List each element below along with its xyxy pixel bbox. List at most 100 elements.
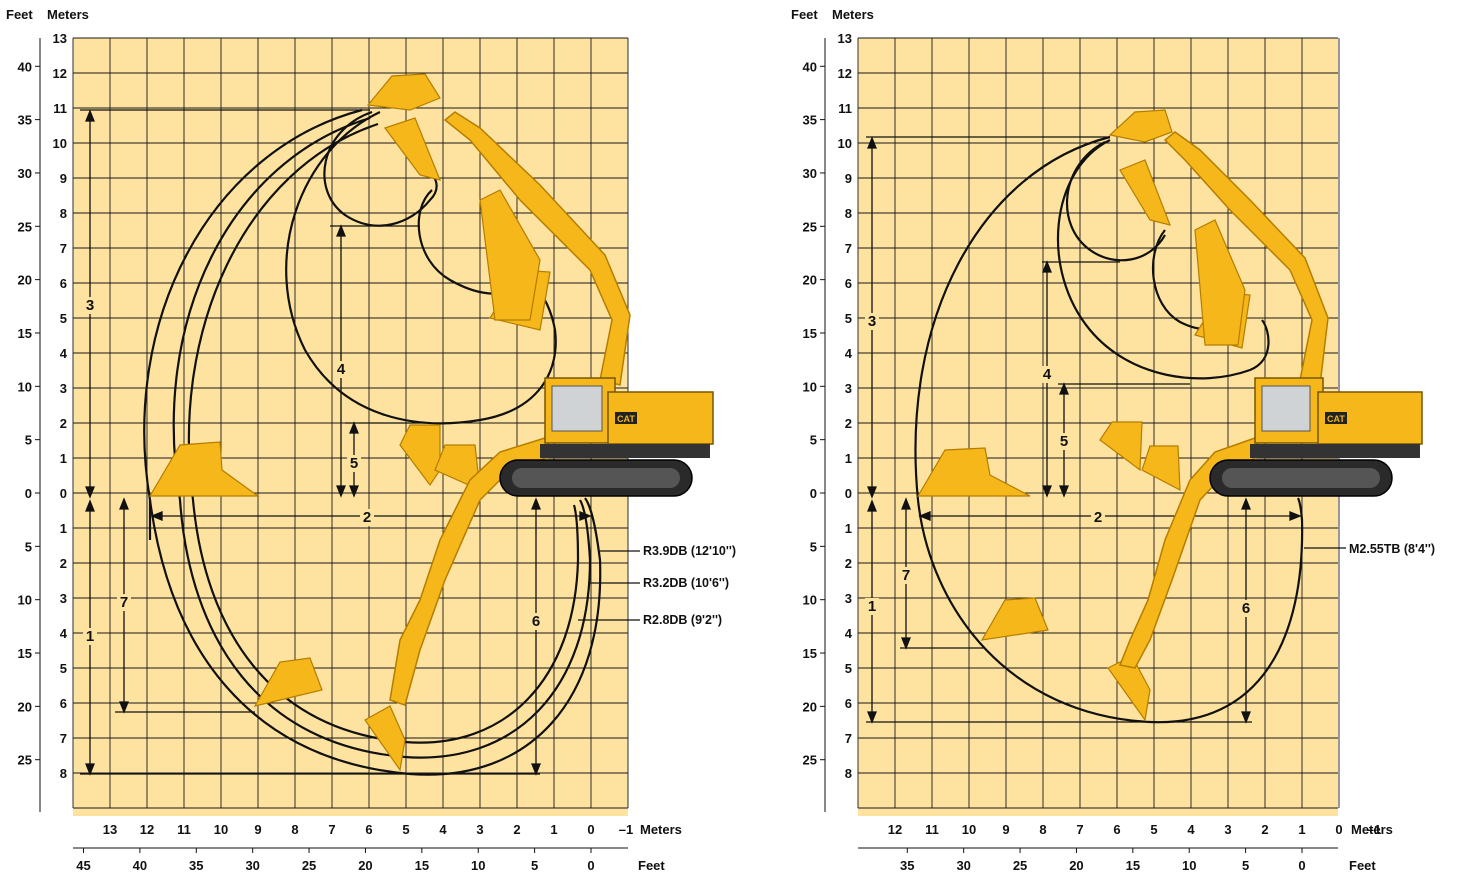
- right-dim-label-pad: [1057, 433, 1071, 450]
- left-meters-title: Meters: [47, 7, 89, 22]
- left-feet-tick-label: 0: [25, 486, 32, 501]
- cat-badge: [615, 412, 637, 424]
- left-feet-horizontal-ticks: 45 40 35 30 25 20 15 10 5 0: [76, 848, 595, 873]
- left-dim-label-pad: [83, 628, 97, 645]
- envelope-r39db: [143, 108, 602, 776]
- right-meters-x-tick-label: 7: [1076, 822, 1083, 837]
- right-feet-x-tick-label: 0: [1298, 858, 1305, 873]
- right-feet-tick-label: 5: [810, 539, 817, 554]
- swing-frame: [540, 444, 710, 458]
- right-meters-x-tick-label: 6: [1113, 822, 1120, 837]
- inner-small-loop: [323, 110, 438, 227]
- right-meters-tick-label: 4: [845, 626, 853, 641]
- right-meters-title-bottom: Meters: [1351, 822, 1393, 837]
- right-dimension-label: 3: [868, 313, 876, 330]
- right-feet-tick-label: 15: [803, 646, 817, 661]
- left-meters-tick-label: 5: [60, 661, 67, 676]
- right-meters-tick-label: 5: [845, 311, 852, 326]
- left-reference-lines: [80, 109, 540, 775]
- left-feet-x-tick-label: 10: [471, 858, 485, 873]
- left-feet-tick-label: 30: [18, 166, 32, 181]
- left-feet-tick-label: 35: [18, 113, 32, 128]
- right-meters-tick-label: 11: [838, 101, 852, 116]
- right-feet-tick-label: 0: [810, 486, 817, 501]
- left-meters-x-tick-label: 0: [587, 822, 594, 837]
- right-dimension-label: 2: [1094, 509, 1102, 526]
- right-meters-tick-label: 1: [845, 451, 852, 466]
- inner-small-loop-right: [1066, 141, 1166, 262]
- left-chart: Feet Meters Meters Feet 1312111098765432…: [6, 7, 736, 873]
- excavator-illustration-right: CAT: [916, 109, 1423, 722]
- right-meters-tick-label: 10: [838, 136, 852, 151]
- bucket-max-depth: [364, 705, 406, 772]
- left-dim-label-pad: [347, 455, 361, 472]
- left-feet-tick-label: 25: [18, 753, 32, 768]
- left-meters-tick-label: 3: [60, 591, 67, 606]
- inner-reach-curve: [285, 111, 557, 425]
- left-feet-vertical-ticks: 40 35 30 25 20 15 10 5 0 5 10 15 20 25: [18, 59, 40, 768]
- right-feet-tick-label: 25: [803, 753, 817, 768]
- right-meters-x-tick-label: 4: [1187, 822, 1195, 837]
- left-meters-x-tick-label: –1: [619, 822, 633, 837]
- right-meters-tick-label: 13: [838, 31, 852, 46]
- right-reference-lines: [866, 136, 1252, 723]
- left-dim-label-pad: [117, 594, 131, 611]
- left-feet-x-tick-label: 35: [189, 858, 203, 873]
- right-meters-tick-label: 5: [845, 661, 852, 676]
- left-feet-x-tick-label: 25: [302, 858, 316, 873]
- right-meters-tick-label: 3: [845, 591, 852, 606]
- right-meters-x-tick-label: 10: [962, 822, 976, 837]
- excavator-illustration: CAT: [148, 73, 714, 772]
- right-feet-horizontal-ticks: 35 30 25 20 15 10 5 0: [900, 848, 1306, 873]
- left-feet-tick-label: 10: [18, 379, 32, 394]
- right-feet-tick-label: 40: [803, 59, 817, 74]
- left-meters-tick-label: 13: [53, 31, 67, 46]
- right-meters-x-tick-label: 3: [1224, 822, 1231, 837]
- right-feet-x-tick-label: 5: [1242, 858, 1249, 873]
- left-meters-tick-label: 1: [60, 451, 67, 466]
- left-feet-x-tick-label: 5: [531, 858, 538, 873]
- bucket-far-reach-right: [916, 447, 1031, 497]
- left-meters-x-tick-label: 5: [402, 822, 409, 837]
- left-meters-tick-label: 7: [60, 241, 67, 256]
- left-dim-label-pad: [334, 361, 348, 378]
- right-feet-tick-label: 10: [803, 593, 817, 608]
- right-meters-x-tick-label: –1: [1367, 822, 1381, 837]
- left-dimension-label: 3: [86, 297, 94, 314]
- left-meters-title-bottom: Meters: [640, 822, 682, 837]
- right-meters-tick-label: 9: [845, 171, 852, 186]
- right-meters-tick-label: 4: [845, 346, 853, 361]
- left-meters-tick-label: 12: [53, 66, 67, 81]
- bucket-top-right: [1108, 109, 1173, 143]
- left-feet-x-tick-label: 15: [415, 858, 429, 873]
- right-meters-tick-label: 6: [845, 276, 852, 291]
- left-meters-x-tick-label: 1: [550, 822, 557, 837]
- left-meters-tick-label: 5: [60, 311, 67, 326]
- brand-logo: CAT: [617, 414, 635, 424]
- right-meters-tick-label: 12: [838, 66, 852, 81]
- stick-raised: [479, 189, 541, 321]
- left-feet-tick-label: 40: [18, 59, 32, 74]
- cab-window-right: [1261, 385, 1311, 432]
- left-meters-tick-label: 11: [53, 101, 67, 116]
- left-feet-x-tick-label: 45: [76, 858, 90, 873]
- right-feet-vertical-ticks: 40 35 30 25 20 15 10 5 0 5 10 15 20 25: [803, 59, 825, 768]
- right-feet-x-tick-label: 25: [1013, 858, 1027, 873]
- right-feet-tick-label: 5: [810, 433, 817, 448]
- right-dimension-label: 4: [1043, 366, 1052, 383]
- right-dim-label-pad: [865, 598, 879, 615]
- left-dimension-label: 1: [86, 628, 94, 645]
- left-feet-tick-label: 10: [18, 593, 32, 608]
- left-feet-x-tick-label: 0: [587, 858, 594, 873]
- right-dimension-label: 5: [1060, 433, 1068, 450]
- track-inner-right: [1222, 468, 1380, 488]
- right-feet-x-tick-label: 10: [1182, 858, 1196, 873]
- left-feet-x-tick-label: 20: [358, 858, 372, 873]
- left-feet-tick-label: 5: [25, 433, 32, 448]
- left-dim-label-pad: [360, 509, 374, 526]
- right-feet-tick-label: 30: [803, 166, 817, 181]
- left-meters-x-tick-label: 4: [439, 822, 447, 837]
- stick-label-r28db: R2.8DB (9'2''): [643, 613, 722, 627]
